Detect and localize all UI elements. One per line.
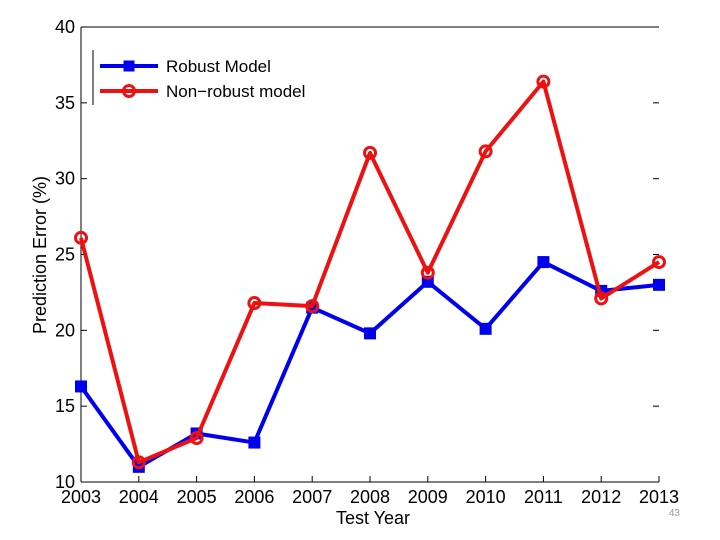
data-point-robust	[479, 322, 492, 335]
data-point-non-robust	[131, 455, 146, 470]
x-tick-label: 2005	[177, 487, 217, 507]
data-point-robust	[653, 278, 665, 291]
y-tick-label: 10	[55, 472, 75, 492]
legend: Robust Model Non−robust model	[92, 50, 305, 105]
data-point-robust	[421, 275, 434, 288]
series-layer	[74, 74, 666, 473]
data-point-non-robust	[652, 255, 666, 270]
x-tick-label: 2007	[292, 487, 332, 507]
y-axis-ticks: 10 15 20 25 30 35 40	[55, 17, 659, 492]
y-tick-label: 25	[55, 245, 75, 265]
x-tick-label: 2012	[581, 487, 621, 507]
data-point-non-robust	[247, 296, 262, 311]
data-point-robust	[248, 436, 261, 449]
data-point-non-robust	[478, 144, 493, 159]
y-tick-label: 20	[55, 320, 75, 340]
y-axis-label: Prediction Error (%)	[30, 176, 50, 334]
legend-marker-circle	[122, 84, 136, 98]
slide-number: 43	[668, 508, 680, 519]
x-tick-label: 2006	[234, 487, 274, 507]
data-point-robust	[537, 256, 550, 269]
y-tick-label: 15	[55, 396, 75, 416]
data-point-non-robust	[189, 431, 204, 446]
y-tick-label: 30	[55, 169, 75, 189]
data-point-robust	[364, 327, 376, 340]
series-line-non-robust	[79, 79, 661, 465]
x-axis-ticks: 2003 2004 2005 2006 2007 2008 2009 2010 2011 2012…	[61, 476, 679, 507]
x-tick-label: 2003	[61, 487, 101, 507]
data-point-non-robust	[74, 230, 88, 245]
y-tick-label: 40	[55, 17, 75, 37]
series-line-robust	[79, 260, 660, 469]
data-point-robust	[75, 380, 87, 393]
x-tick-label: 2004	[119, 487, 159, 507]
x-tick-label: 2011	[524, 487, 563, 507]
x-tick-label: 2008	[350, 487, 390, 507]
data-point-non-robust	[536, 74, 551, 89]
data-point-non-robust	[363, 145, 377, 160]
x-tick-label: 2009	[408, 487, 448, 507]
x-axis-label: Test Year	[336, 508, 410, 528]
data-point-non-robust	[420, 265, 435, 280]
legend-label: Non−robust model	[166, 82, 305, 101]
legend-label: Robust Model	[166, 57, 271, 76]
x-tick-label: 2010	[466, 487, 506, 507]
legend-marker-square	[123, 60, 135, 72]
x-tick-label: 2013	[639, 487, 679, 507]
y-tick-label: 35	[55, 93, 75, 113]
data-point-non-robust	[305, 299, 320, 314]
data-point-non-robust	[594, 291, 609, 306]
